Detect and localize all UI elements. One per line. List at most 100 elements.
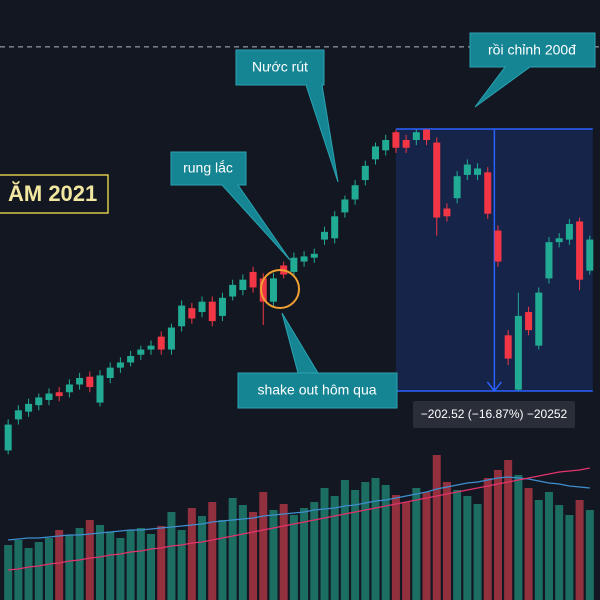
volume-average-line	[8, 467, 590, 571]
candle-body	[55, 392, 63, 397]
measure-label: −202.52 (−16.87%) −20252	[421, 407, 568, 421]
candle-body	[249, 271, 257, 288]
candle-body	[259, 278, 267, 302]
candle-body	[372, 146, 380, 160]
volume-bar	[340, 480, 349, 600]
volume-bar	[238, 505, 247, 600]
candle-body	[504, 335, 512, 359]
volume-bar	[177, 530, 186, 600]
candle-body	[361, 165, 369, 181]
candle-body	[494, 230, 502, 262]
measure-arrowhead	[486, 381, 502, 393]
volume-bar	[504, 460, 513, 600]
volume-bar	[585, 510, 594, 600]
candle-body	[433, 142, 441, 218]
candle-body	[412, 132, 420, 140]
candle-body	[218, 297, 226, 316]
volume-bar	[14, 540, 23, 600]
volume-bar	[34, 542, 43, 600]
volume-bar	[514, 475, 523, 600]
candle-body	[127, 356, 135, 363]
volume-bar	[575, 500, 584, 600]
volume-bar	[198, 516, 207, 600]
highlight-circle	[260, 269, 300, 309]
candle-body	[320, 231, 328, 240]
candle-body	[4, 424, 12, 451]
volume-bar	[473, 504, 482, 600]
volume-bar	[187, 508, 196, 600]
annotation: rồi chỉnh 200đ	[488, 42, 576, 58]
candle-body	[137, 349, 145, 355]
candle-body	[96, 375, 104, 403]
annotation: shake out hôm qua	[257, 382, 376, 398]
candle-body	[65, 384, 73, 393]
volume-bar	[330, 496, 339, 600]
volume-average-line	[8, 476, 590, 541]
volume-bar	[412, 488, 421, 600]
volume-bar	[279, 504, 288, 600]
volume-bar	[75, 528, 84, 600]
candle-body	[545, 242, 553, 279]
volume-bar	[249, 512, 258, 600]
volume-bar	[361, 482, 370, 600]
volume-bar	[453, 490, 462, 600]
candle-body	[382, 139, 390, 151]
volume-bar	[391, 495, 400, 600]
candle-body	[586, 239, 594, 271]
candle-body	[45, 393, 53, 400]
candle-body	[423, 129, 431, 140]
volume-bar	[555, 505, 564, 600]
candle-body	[402, 139, 410, 148]
callout-chinh: rồi chỉnh 200đ	[469, 32, 596, 108]
candle-body	[76, 378, 84, 385]
volume-bar	[300, 508, 309, 600]
volume-bar	[218, 520, 227, 600]
callout-shape	[469, 32, 596, 108]
candle-body	[14, 410, 22, 420]
candle-body	[178, 305, 186, 327]
volume-bar	[402, 502, 411, 600]
volume-bar	[157, 526, 166, 600]
volume-bar	[524, 488, 533, 600]
callout-shape	[237, 312, 398, 409]
candle-body	[229, 284, 237, 297]
candle-body	[106, 367, 114, 379]
candle-body	[565, 224, 573, 240]
volume-bar	[136, 528, 145, 600]
callout-rung-lac: rung lắc	[170, 151, 291, 261]
candle-body	[157, 336, 165, 350]
annotation: rung lắc	[183, 160, 233, 176]
candle-body	[188, 308, 196, 319]
volume-bar	[269, 510, 278, 600]
candle-body	[208, 301, 216, 322]
volume-bar	[422, 492, 431, 600]
measure-label-box	[413, 401, 575, 428]
volume-bar	[381, 485, 390, 600]
volume-bar	[4, 545, 13, 600]
candle-body	[341, 199, 349, 213]
candle-body	[443, 208, 451, 217]
volume-bar	[106, 532, 115, 600]
callout-shape	[170, 151, 291, 261]
candle-body	[484, 172, 492, 214]
volume-bar	[351, 490, 360, 600]
callout-shake-out: shake out hôm qua	[237, 312, 398, 409]
candle-body	[86, 376, 94, 388]
candle-body	[35, 397, 43, 406]
volume-bar	[544, 492, 553, 600]
candle-body	[147, 345, 155, 350]
volume-bar	[208, 502, 217, 600]
plot-area	[0, 46, 600, 600]
candle-body	[198, 301, 206, 313]
volume-bar	[24, 548, 33, 600]
candle-body	[300, 256, 308, 262]
candle-body	[576, 221, 584, 280]
candle-body	[290, 257, 298, 272]
volume-bar	[493, 470, 502, 600]
volume-bar	[320, 488, 329, 600]
volume-bar	[442, 482, 451, 600]
volume-bar	[228, 498, 237, 600]
chart-title: ĂM 2021	[8, 181, 97, 206]
